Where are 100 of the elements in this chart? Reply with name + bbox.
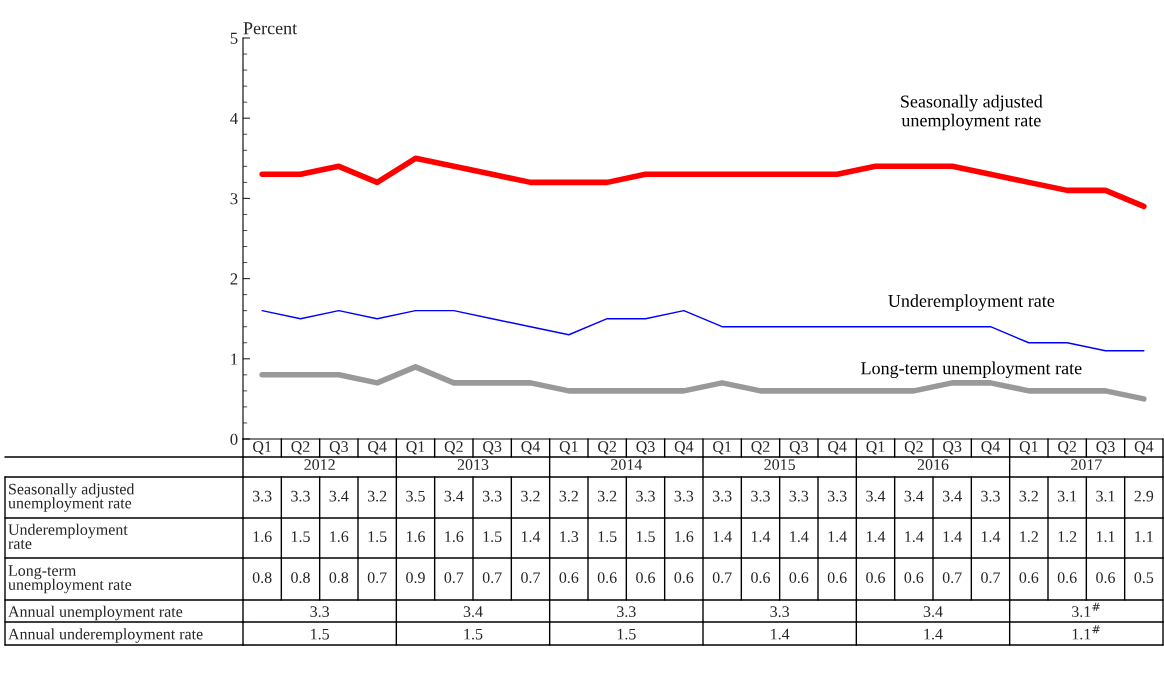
x-tick-label: Q3 xyxy=(636,441,655,455)
data-label: 0.5 xyxy=(1134,572,1154,584)
data-label: 1.4 xyxy=(521,531,541,543)
x-tick-label: Q4 xyxy=(368,441,387,455)
x-tick-label: Q3 xyxy=(329,441,348,455)
text: 2014 xyxy=(611,459,643,470)
data-label: 3.2 xyxy=(559,490,578,502)
data-label: 0.7 xyxy=(482,572,502,584)
data-label: 0.8 xyxy=(252,572,272,584)
data-label: 1.5 xyxy=(483,531,502,543)
text: 1.1$^{#}$ xyxy=(1072,625,1100,640)
text: 1.5 xyxy=(311,628,330,640)
data-label: 3.4 xyxy=(866,490,886,502)
text: 3.3 xyxy=(617,606,636,618)
data-label: 3.3 xyxy=(636,490,655,502)
data-label: 1.4 xyxy=(790,531,809,543)
text: 2013 xyxy=(457,459,489,470)
x-tick-label: Q1 xyxy=(1019,441,1038,455)
y-tick-label: 2 xyxy=(230,273,238,285)
text: 1.5 xyxy=(464,628,483,640)
data-label: 1.2 xyxy=(1058,531,1077,543)
data-label: 1.5 xyxy=(598,531,617,543)
data-label: 1.3 xyxy=(560,531,579,543)
text: Underemployment rate xyxy=(8,523,128,549)
data-label: 0.6 xyxy=(674,572,694,584)
x-tick-label: Q2 xyxy=(444,441,463,455)
x-tick-label: Q2 xyxy=(598,441,617,455)
x-tick-label: Q2 xyxy=(751,441,770,455)
data-label: 3.3 xyxy=(291,490,310,502)
data-label: 1.1 xyxy=(1135,531,1153,543)
data-label: 0.6 xyxy=(827,572,847,584)
data-label: 3.5 xyxy=(406,490,425,502)
data-label: 1.6 xyxy=(253,531,272,543)
y-axis-title: Percent xyxy=(243,22,298,35)
data-label: 0.7 xyxy=(444,572,464,584)
x-tick-label: Q1 xyxy=(253,441,271,455)
data-label: 3.4 xyxy=(904,490,924,502)
y-tick-label: 1 xyxy=(231,353,238,365)
data-label: 0.7 xyxy=(712,572,732,584)
data-label: 3.3 xyxy=(981,490,1000,502)
data-label: 3.1 xyxy=(1096,490,1115,502)
data-label: 0.6 xyxy=(1019,572,1039,584)
data-label: 1.4 xyxy=(751,531,771,543)
data-label: 0.6 xyxy=(597,572,617,584)
text: 2016 xyxy=(917,459,949,470)
data-label: 1.5 xyxy=(368,531,387,543)
data-label: 1.2 xyxy=(1020,531,1038,543)
text: Long-term unemployment rate xyxy=(8,565,132,594)
x-tick-label: Q3 xyxy=(943,441,962,455)
data-label: 3.3 xyxy=(827,490,847,502)
data-label: 0.6 xyxy=(1057,572,1077,584)
data-label: 3.1 xyxy=(1057,490,1077,502)
x-tick-label: Q2 xyxy=(291,441,310,455)
data-label: 1.5 xyxy=(291,531,310,543)
data-label: 0.6 xyxy=(1096,572,1116,584)
data-label: 1.1 xyxy=(1096,531,1115,543)
x-tick-label: Q4 xyxy=(981,441,1001,455)
data-label: 1.6 xyxy=(330,531,349,543)
data-label: 0.9 xyxy=(406,572,425,584)
data-label: 1.4 xyxy=(905,531,924,543)
data-label: 0.6 xyxy=(636,572,656,584)
data-label: 3.2 xyxy=(521,490,540,502)
text: 1.4 xyxy=(924,628,943,640)
text: Annual unemployment rate xyxy=(8,605,183,621)
series-label: Long-term unemployment rate xyxy=(861,361,1082,379)
data-label: 0.7 xyxy=(942,572,962,584)
data-label: 3.3 xyxy=(712,490,732,502)
data-label: 1.4 xyxy=(943,531,962,543)
data-label: 0.7 xyxy=(521,572,541,584)
data-label: 0.8 xyxy=(329,572,349,584)
data-label: 0.6 xyxy=(559,572,579,584)
x-tick-label: Q1 xyxy=(559,441,578,455)
x-tick-label: Q3 xyxy=(789,441,808,455)
x-tick-label: Q4 xyxy=(1134,441,1154,455)
x-tick-label: Q4 xyxy=(828,441,847,455)
data-label: 1.6 xyxy=(675,531,694,543)
data-label: 3.2 xyxy=(367,490,387,502)
data-label: 0.8 xyxy=(291,572,310,584)
data-label: 3.3 xyxy=(252,490,272,502)
y-tick-label: 4 xyxy=(230,113,238,124)
text: 2015 xyxy=(764,459,796,470)
x-tick-label: Q1 xyxy=(406,441,425,455)
data-label: 0.6 xyxy=(789,572,809,584)
data-label: 1.5 xyxy=(636,531,655,543)
data-label: 1.4 xyxy=(828,531,847,543)
text: 1.5 xyxy=(617,628,636,640)
data-label: 3.3 xyxy=(751,490,770,502)
series-label: Underemployment rate xyxy=(888,294,1055,311)
y-tick-label: 0 xyxy=(230,433,238,445)
y-tick-label: 3 xyxy=(230,193,238,205)
data-label: 0.6 xyxy=(904,572,924,584)
text: 3.3 xyxy=(770,606,790,618)
data-label: 0.6 xyxy=(866,572,886,584)
data-label: 3.2 xyxy=(1019,490,1038,502)
text: 3.4 xyxy=(463,606,483,618)
data-label: 3.3 xyxy=(789,490,809,502)
data-label: 2.9 xyxy=(1134,490,1154,502)
x-tick-label: Q1 xyxy=(713,441,731,455)
text: 3.4 xyxy=(923,606,943,618)
data-label: 0.6 xyxy=(751,572,771,584)
